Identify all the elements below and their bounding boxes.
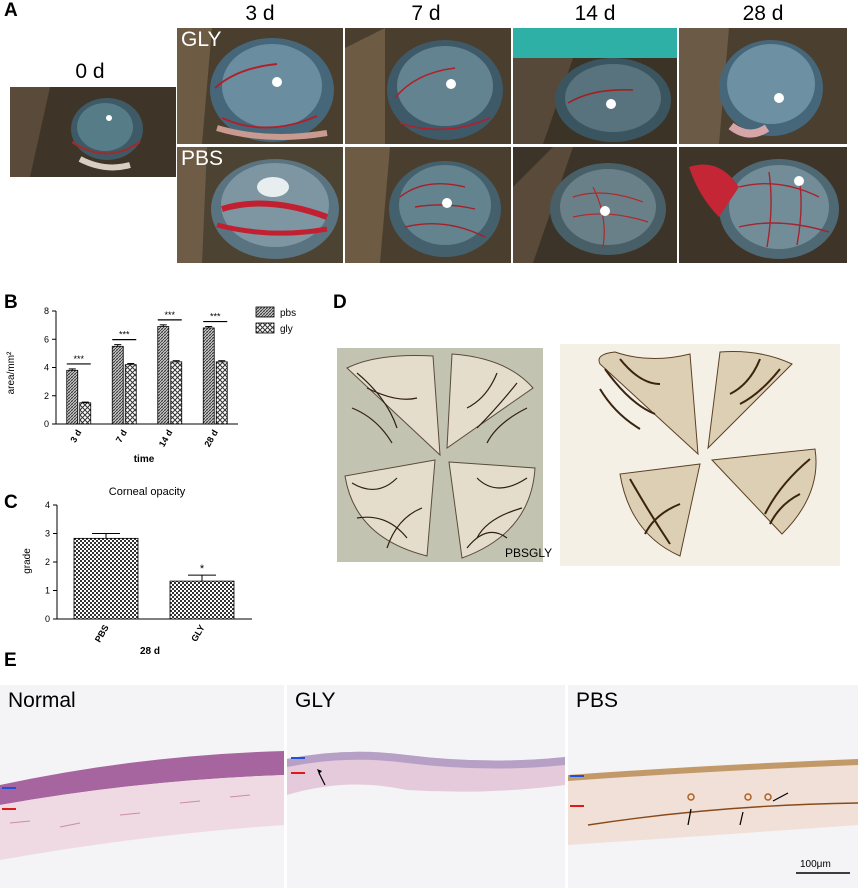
chart-c-ytick-label: 2 [45, 557, 50, 567]
chart-b-xtick-label: 7 d [114, 428, 129, 444]
flatmount-caption: PBSGLY [505, 546, 553, 560]
chart-b-xtick-label: 3 d [68, 428, 83, 444]
legend-label-pbs: pbs [280, 308, 296, 319]
chart-c-ytick-label: 3 [45, 529, 50, 539]
time-label-0d: 0 d [75, 60, 105, 83]
row-label-pbs: PBS [181, 147, 224, 170]
chart-b-bar-pbs [202, 327, 215, 425]
flatmount-gly [560, 344, 840, 566]
histology-normal: Normal [0, 685, 284, 888]
chart-c-ytick-label: 0 [45, 614, 50, 624]
chart-b-sig-label: *** [210, 312, 221, 322]
chart-b-bar-pbs [111, 345, 124, 425]
legend-swatch-gly [255, 322, 275, 334]
scale-bar-label: 100μm [800, 859, 831, 870]
panel-label-b: B [4, 292, 18, 313]
time-label-28d: 28 d [742, 2, 784, 25]
chart-c-xlabel: 28 d [140, 646, 160, 657]
eye-photo-pbs-14d [513, 147, 677, 263]
panel-label-e: E [4, 650, 17, 671]
histology-label-normal: Normal [8, 689, 76, 712]
chart-b-bar-gly [215, 361, 228, 425]
chart-b-sig-label: *** [119, 330, 130, 340]
flatmount-pbs: PBSGLY [337, 348, 552, 562]
eye-photo-gly-14d [513, 28, 677, 144]
chart-b-ytick-label: 4 [44, 363, 49, 373]
chart-b-ytick-label: 6 [44, 334, 49, 344]
histology-label-gly: GLY [295, 689, 336, 712]
chart-c-ytick-label: 4 [45, 500, 50, 510]
chart-b-xlabel: time [134, 454, 155, 465]
panel-label-a: A [4, 0, 18, 21]
histology-pbs: PBS 100μm [568, 685, 858, 888]
histology-label-pbs: PBS [576, 689, 619, 712]
chart-b-ytick-label: 0 [44, 419, 49, 429]
chart-b-bar-pbs [157, 326, 170, 425]
time-label-14d: 14 d [574, 2, 616, 25]
eye-photo-pbs-28d [679, 147, 847, 263]
eye-photo-gly-28d [679, 28, 847, 144]
chart-b-sig-label: *** [164, 310, 175, 320]
chart-c-ytick-label: 1 [45, 586, 50, 596]
histology-gly: GLY [287, 685, 565, 888]
chart-b-ylabel: area/mm² [6, 351, 17, 394]
chart-b-ytick-label: 8 [44, 306, 49, 316]
eye-photo-pbs-3d: PBS [177, 147, 343, 263]
chart-c-sig-label: * [200, 563, 205, 575]
eye-photo-gly-7d [345, 28, 511, 144]
chart-c-ylabel: grade [22, 548, 33, 574]
chart-c-bar [169, 580, 235, 620]
eye-photo-pbs-7d [345, 147, 511, 263]
chart-c-xtick-label: GLY [189, 623, 207, 643]
chart-c-xtick-label: PBS [93, 623, 111, 644]
time-label-3d: 3 d [245, 2, 275, 25]
eye-photo-0d [10, 87, 176, 177]
chart-b-bar-gly [170, 361, 183, 425]
chart-b-bar-gly [124, 364, 137, 425]
chart-b-sig-label: *** [73, 354, 84, 364]
chart-b-ytick-label: 2 [44, 391, 49, 401]
chart-b-xtick-label: 28 d [202, 428, 220, 449]
chart-b-area: area/mm² time 0 2 4 6 8 *** 3 d *** 7 d *** 14 d **… [6, 306, 296, 465]
panel-label-d: D [333, 292, 347, 313]
time-label-7d: 7 d [411, 2, 441, 25]
chart-c-title: Corneal opacity [109, 486, 186, 498]
row-label-gly: GLY [181, 28, 222, 51]
legend-label-gly: gly [280, 324, 293, 335]
chart-c-area: Corneal opacity grade 28 d 0 1 2 3 4 PBS * GLY [22, 486, 252, 657]
chart-b-bar-pbs [66, 369, 79, 425]
chart-b-xtick-label: 14 d [157, 428, 175, 449]
panel-label-c: C [4, 492, 18, 513]
eye-photo-gly-3d: GLY [177, 28, 343, 144]
legend-swatch-pbs [255, 306, 275, 318]
chart-b-bar-gly [79, 402, 92, 425]
chart-c-bar [73, 537, 139, 620]
